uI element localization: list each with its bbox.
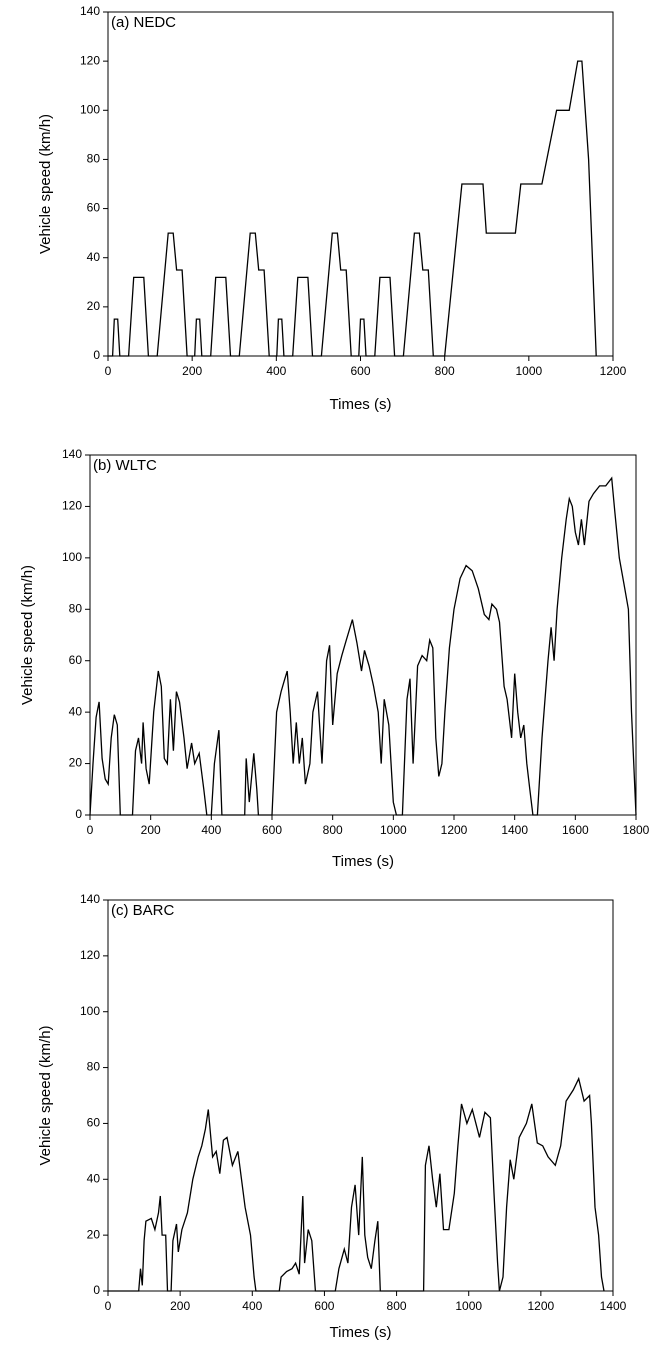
x-axis-label: Times (s) [330, 396, 392, 413]
panel-title: (a) NEDC [111, 14, 176, 31]
y-tick-label: 20 [69, 756, 83, 770]
y-tick-label: 140 [80, 892, 100, 906]
x-tick-label: 600 [314, 1299, 334, 1313]
x-tick-label: 1200 [528, 1299, 555, 1313]
y-tick-label: 80 [87, 152, 101, 166]
y-tick-label: 100 [62, 550, 82, 564]
x-axis-label: Times (s) [330, 1324, 392, 1341]
y-axis-label: Vehicle speed (km/h) [37, 1025, 54, 1165]
y-tick-label: 80 [69, 601, 83, 615]
x-tick-label: 400 [242, 1299, 262, 1313]
x-tick-label: 800 [387, 1299, 407, 1313]
panel-title: (b) WLTC [93, 457, 157, 474]
x-tick-label: 0 [105, 364, 112, 378]
y-tick-label: 0 [93, 348, 100, 362]
y-axis-label: Vehicle speed (km/h) [19, 565, 36, 705]
x-tick-label: 0 [87, 823, 94, 837]
x-tick-label: 1800 [623, 823, 650, 837]
y-tick-label: 40 [87, 250, 101, 264]
x-tick-label: 1400 [600, 1299, 627, 1313]
y-tick-label: 60 [87, 1116, 101, 1130]
x-tick-label: 400 [266, 364, 286, 378]
x-tick-label: 800 [323, 823, 343, 837]
y-tick-label: 100 [80, 102, 100, 116]
y-tick-label: 60 [87, 201, 101, 215]
x-tick-label: 1000 [515, 364, 542, 378]
y-tick-label: 20 [87, 299, 101, 313]
y-tick-label: 140 [80, 4, 100, 18]
panel-title: (c) BARC [111, 902, 175, 919]
y-tick-label: 140 [62, 447, 82, 461]
x-tick-label: 600 [262, 823, 282, 837]
x-axis-label: Times (s) [332, 853, 394, 870]
y-tick-label: 120 [80, 948, 100, 962]
plot-frame [89, 454, 637, 816]
y-tick-label: 120 [80, 53, 100, 67]
x-tick-label: 1200 [600, 364, 627, 378]
y-tick-label: 40 [87, 1171, 101, 1185]
y-tick-label: 80 [87, 1060, 101, 1074]
x-tick-label: 800 [435, 364, 455, 378]
x-tick-label: 200 [182, 364, 202, 378]
y-axis-label: Vehicle speed (km/h) [37, 114, 54, 254]
speed-line [89, 476, 637, 816]
y-tick-label: 100 [80, 1004, 100, 1018]
y-tick-label: 120 [62, 499, 82, 513]
x-tick-label: 1600 [562, 823, 589, 837]
y-tick-label: 20 [87, 1227, 101, 1241]
x-tick-label: 1400 [501, 823, 528, 837]
y-tick-label: 60 [69, 653, 83, 667]
x-tick-label: 400 [201, 823, 221, 837]
speed-line [108, 60, 597, 357]
x-tick-label: 0 [105, 1299, 112, 1313]
y-tick-label: 40 [69, 704, 83, 718]
x-tick-label: 600 [350, 364, 370, 378]
x-tick-label: 200 [170, 1299, 190, 1313]
x-tick-label: 1000 [380, 823, 407, 837]
x-tick-label: 200 [141, 823, 161, 837]
x-tick-label: 1200 [441, 823, 468, 837]
plot-frame [107, 899, 614, 1292]
speed-line [108, 1076, 605, 1292]
y-tick-label: 0 [93, 1283, 100, 1297]
x-tick-label: 1000 [455, 1299, 482, 1313]
y-tick-label: 0 [75, 807, 82, 821]
